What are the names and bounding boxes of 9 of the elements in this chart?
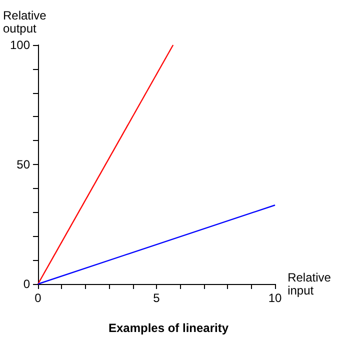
y-axis-title: Relative output [3,8,47,36]
x-tick-label: 0 [34,291,42,305]
y-tick-label: 100 [10,38,30,52]
x-tick-label: 5 [153,291,160,305]
y-tick-label: 50 [16,158,30,172]
text: Examples of linearity [108,321,229,335]
x-tick-label: 10 [268,291,282,305]
x-axis-title: Relative input [288,270,332,298]
y-tick-label: 0 [23,277,30,291]
